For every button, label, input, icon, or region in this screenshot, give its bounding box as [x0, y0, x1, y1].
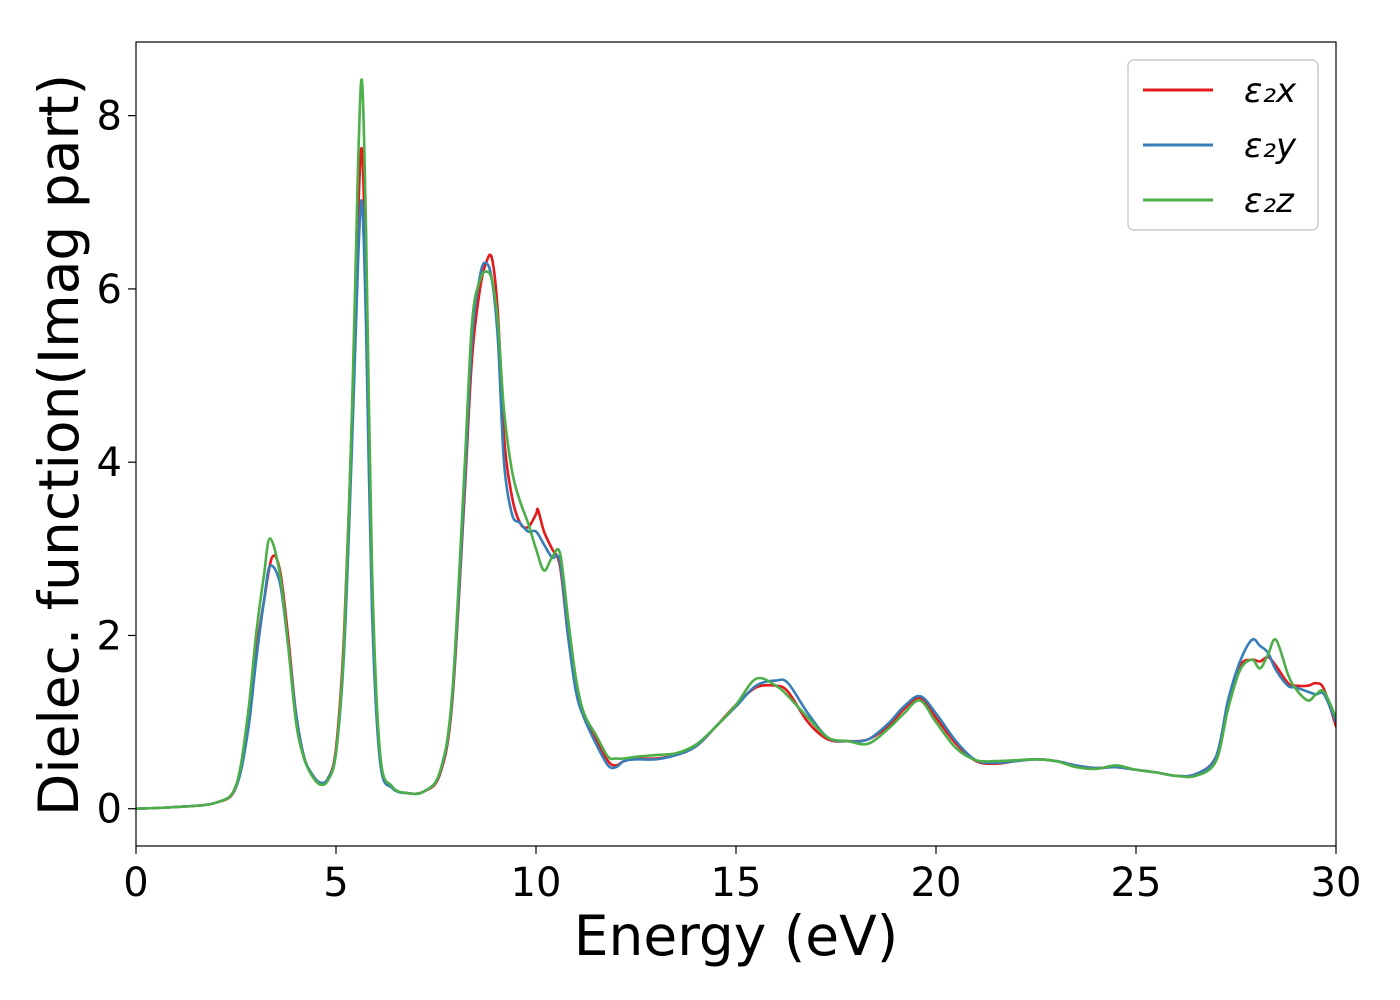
x-tick-label: 10 [511, 860, 562, 906]
legend: ε₂x ε₂y ε₂z [1127, 59, 1319, 231]
x-tick-label: 15 [711, 860, 762, 906]
legend-items: ε₂x ε₂y ε₂z [1143, 71, 1297, 221]
y-tick-label: 6 [97, 267, 122, 313]
y-tick-label: 4 [97, 440, 122, 486]
x-tick-label: 20 [911, 860, 962, 906]
legend-label-3: ε₂z [1244, 181, 1295, 221]
y-tick-label: 0 [97, 787, 122, 833]
y-tick-label: 2 [97, 613, 122, 659]
y-axis-ticks: 0 2 4 6 8 [97, 94, 136, 833]
x-tick-label: 5 [323, 860, 348, 906]
y-axis-title: Dielec. function(Imag part) [27, 74, 91, 816]
x-tick-label: 25 [1111, 860, 1162, 906]
legend-frame [1127, 59, 1319, 231]
x-axis-title: Energy (eV) [574, 904, 898, 968]
x-tick-label: 30 [1311, 860, 1362, 906]
x-tick-label: 0 [123, 860, 148, 906]
legend-label-2: ε₂y [1244, 126, 1297, 166]
y-tick-label: 8 [97, 94, 122, 140]
series-line-2 [136, 199, 1336, 811]
series-line-1 [136, 146, 1336, 811]
x-axis-ticks: 0 5 10 15 20 25 30 [123, 846, 1361, 906]
legend-label-1: ε₂x [1244, 71, 1297, 111]
plot-area [136, 78, 1336, 811]
series-line-3 [136, 78, 1336, 811]
